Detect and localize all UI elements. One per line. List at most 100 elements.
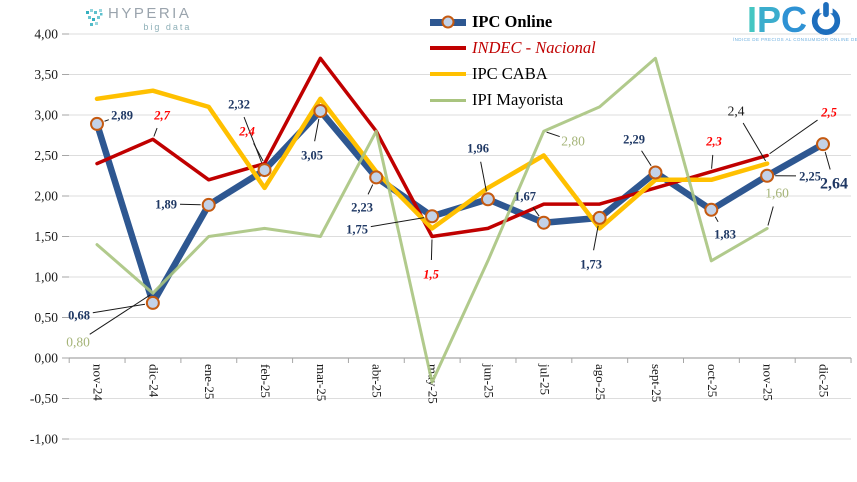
data-point-marker (536, 215, 551, 230)
legend-line-sample (430, 71, 466, 77)
data-point-marker (425, 209, 440, 224)
hyperia-dots-icon (86, 8, 106, 35)
data-point-label: 2,4 (238, 124, 255, 138)
ipc-logo: IPC ÍNDICE DE PRECIOS AL CONSUMIDOR ONLI… (733, 0, 857, 43)
gridlines (62, 33, 852, 440)
legend-item-ipc-online: IPC Online (430, 9, 596, 35)
label-leader-line (824, 151, 831, 170)
label-leader-line (153, 127, 158, 137)
data-point-label: 1,67 (514, 189, 536, 203)
series-ipi-mayorista (95, 56, 769, 384)
y-tick-label: -1,00 (30, 432, 58, 447)
label-leader-line (370, 217, 425, 228)
legend: IPC Online INDEC - Nacional IPC CABA IPI… (430, 9, 596, 113)
data-point-label: 2,89 (111, 108, 133, 122)
x-tick-label: oct-25 (705, 364, 720, 397)
legend-marker-icon (441, 15, 455, 29)
data-point-marker (760, 168, 775, 183)
data-point-label: 1,5 (423, 267, 439, 281)
label-leader-line (593, 225, 599, 251)
x-tick-label: ene-25 (202, 364, 217, 399)
legend-label: INDEC - Nacional (472, 38, 596, 57)
x-tick-label: mar-25 (314, 364, 329, 401)
ipc-logo-text: IPC (747, 1, 807, 39)
data-point-marker (369, 170, 384, 185)
data-point-label: 2,32 (228, 97, 250, 111)
label-leader-line (532, 207, 540, 217)
label-leader-line (767, 206, 774, 226)
label-leader-line (546, 131, 560, 138)
y-tick-label: 2,00 (34, 189, 58, 204)
data-point-label: 1,75 (346, 222, 368, 236)
data-point-label: 2,80 (561, 134, 585, 149)
y-tick-label: 0,00 (34, 351, 58, 366)
y-tick-label: 1,50 (34, 229, 58, 244)
data-point-label: 2,3 (705, 134, 722, 148)
label-leader-line (714, 216, 719, 223)
ipc-logo-tagline: ÍNDICE DE PRECIOS AL CONSUMIDOR ONLINE D… (733, 37, 857, 42)
data-point-label: 0,68 (68, 308, 90, 322)
series-ipc-caba (94, 88, 770, 231)
y-tick-label: -0,50 (30, 391, 58, 406)
legend-item-ipc-caba: IPC CABA (430, 61, 596, 87)
label-leader-line (92, 303, 146, 314)
label-leader-line (769, 119, 818, 155)
data-point-label: 2,23 (351, 200, 373, 214)
hyperia-logo: HYPERIA big data (86, 6, 191, 35)
data-point-label: 2,4 (728, 104, 745, 119)
x-tick-label: nov-24 (91, 364, 106, 401)
x-tick-label: jul-25 (537, 363, 552, 395)
data-point-marker (313, 103, 328, 118)
data-point-label: 1,89 (155, 197, 177, 211)
data-point-label: 2,25 (799, 169, 821, 183)
data-point-label: 2,5 (820, 105, 837, 119)
y-tick-label: 4,00 (34, 27, 58, 42)
legend-label: IPI Mayorista (472, 90, 564, 109)
data-point-marker (480, 192, 495, 207)
data-point-label: 1,96 (467, 141, 489, 155)
data-point-marker (145, 295, 160, 310)
legend-label: IPC Online (472, 12, 553, 31)
data-point-marker (257, 163, 272, 178)
y-tick-label: 3,00 (34, 108, 58, 123)
label-leader-line (253, 143, 264, 162)
x-tick-label: ago-25 (593, 364, 608, 400)
label-leader-line (711, 154, 714, 169)
data-point-label: 3,05 (301, 148, 323, 162)
power-icon (809, 0, 843, 42)
label-leader-line (641, 150, 652, 167)
label-leader-line (430, 239, 433, 261)
data-point-label: 2,29 (623, 132, 645, 146)
data-point-marker (648, 165, 663, 180)
hyperia-name: HYPERIA (108, 5, 192, 22)
x-tick-label: abr-25 (370, 364, 385, 398)
y-tick-label: 2,50 (34, 148, 58, 163)
data-point-marker (815, 137, 830, 152)
legend-line-sample (430, 15, 466, 29)
data-point-label: 0,80 (66, 335, 90, 350)
legend-label: IPC CABA (472, 64, 548, 83)
point-labels: 2,89 0,68 0,80 2,7 1,89 2,32 2,4 3,05 2,23 1,75 1,… (66, 97, 848, 349)
ipc-logo-letter: I (746, 0, 757, 40)
data-point-marker (201, 197, 216, 212)
y-axis-labels: 4,00 3,50 3,00 2,50 2,00 1,50 1,00 0,50 0,00 -0,5… (30, 27, 58, 447)
data-point-label: 1,83 (714, 227, 736, 241)
y-tick-label: 1,00 (34, 270, 58, 285)
series-indec-nacional (95, 56, 769, 239)
label-leader-line (104, 119, 109, 122)
data-point-marker (592, 210, 607, 225)
data-point-marker (90, 116, 104, 131)
label-leader-line (742, 122, 767, 162)
legend-line-sample (430, 46, 466, 50)
label-leader-line (89, 294, 151, 335)
x-tick-label: jun-25 (481, 363, 496, 398)
data-point-label: 1,73 (580, 257, 602, 271)
data-point-label: 2,7 (153, 108, 170, 122)
data-point-markers (90, 103, 830, 310)
legend-line-sample (430, 98, 466, 102)
data-point-label: 1,60 (765, 186, 789, 201)
y-tick-label: 0,50 (34, 310, 58, 325)
y-tick-label: 3,50 (34, 67, 58, 82)
data-point-marker (704, 202, 719, 217)
